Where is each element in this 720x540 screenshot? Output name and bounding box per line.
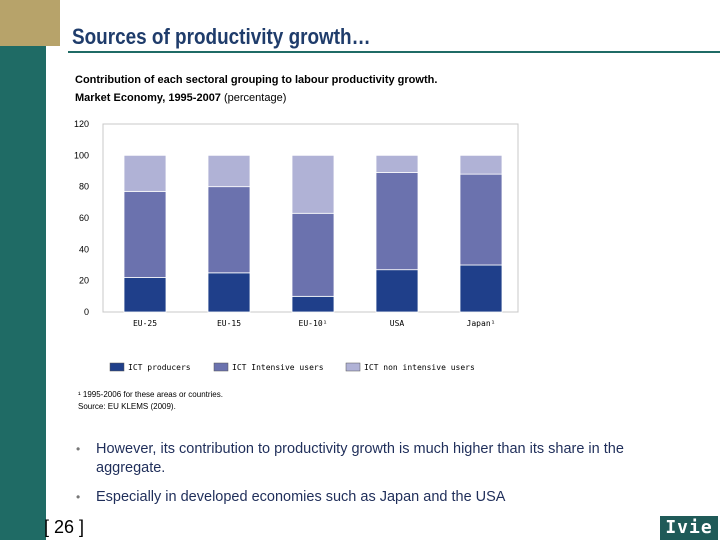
bar-segment [375, 154, 419, 173]
bar-segment [291, 295, 335, 313]
y-tick-label: 80 [79, 182, 89, 192]
bar-segment [459, 154, 503, 175]
y-tick-label: 60 [79, 213, 89, 223]
bar-segment [123, 277, 167, 313]
legend-swatch [345, 362, 361, 372]
chart-subtitle: Contribution of each sectoral grouping t… [75, 71, 437, 107]
ivie-logo: Ivie [660, 516, 718, 540]
bullet-dot: • [76, 442, 81, 456]
bar-segment [459, 173, 503, 266]
bar-segment [207, 272, 251, 313]
subtitle-line2-plain: (percentage) [223, 92, 287, 104]
legend-label: ICT producers [128, 363, 191, 372]
x-tick-label: EU-15 [217, 319, 241, 328]
y-tick-label: 100 [74, 150, 89, 160]
legend-swatch [213, 362, 229, 372]
bar-segment [123, 154, 167, 192]
bar-segment [207, 154, 251, 188]
header-accent [0, 0, 60, 46]
page-number: [ 26 ] [44, 517, 85, 537]
y-tick-label: 0 [84, 307, 89, 317]
bar-segment [375, 172, 419, 271]
subtitle-line2: Market Economy, 1995-2007 (percentage) [75, 89, 437, 107]
slide-title: Sources of productivity growth… [72, 24, 371, 49]
footnote-source: Source: EU KLEMS (2009). [78, 402, 176, 411]
bar-segment [375, 269, 419, 313]
chart-footnote: ¹ 1995-2006 for these areas or countries… [78, 389, 223, 413]
subtitle-line2-bold: Market Economy, 1995-2007 [75, 92, 224, 104]
bullet-text-1: However, its contribution to productivit… [96, 441, 624, 476]
y-tick-label: 40 [79, 244, 89, 254]
bullet-text-2: Especially in developed economies such a… [96, 489, 506, 505]
header-rule [68, 51, 720, 53]
sidebar-band [0, 0, 46, 540]
footnote-line1: ¹ 1995-2006 for these areas or countries… [78, 390, 223, 399]
x-tick-label: EU-10¹ [299, 319, 328, 328]
legend-label: ICT non intensive users [364, 363, 475, 372]
x-tick-label: EU-25 [133, 319, 157, 328]
legend-swatch [109, 362, 125, 372]
x-tick-label: Japan¹ [467, 319, 496, 328]
x-tick-label: USA [390, 319, 405, 328]
bar-segment [291, 212, 335, 297]
legend-label: ICT Intensive users [232, 363, 324, 372]
bar-segment [123, 190, 167, 278]
bar-segment [291, 154, 335, 214]
subtitle-line1: Contribution of each sectoral grouping t… [75, 74, 438, 86]
stacked-bar-chart: 0 20 40 60 80 100 120 EU-25 EU-15 EU-10¹ USA Japan¹… [74, 119, 519, 372]
y-tick-label: 120 [74, 119, 89, 129]
y-tick-label: 20 [79, 276, 89, 286]
bullet-dot: • [76, 490, 81, 504]
bar-segment [207, 186, 251, 274]
bar-segment [459, 264, 503, 313]
